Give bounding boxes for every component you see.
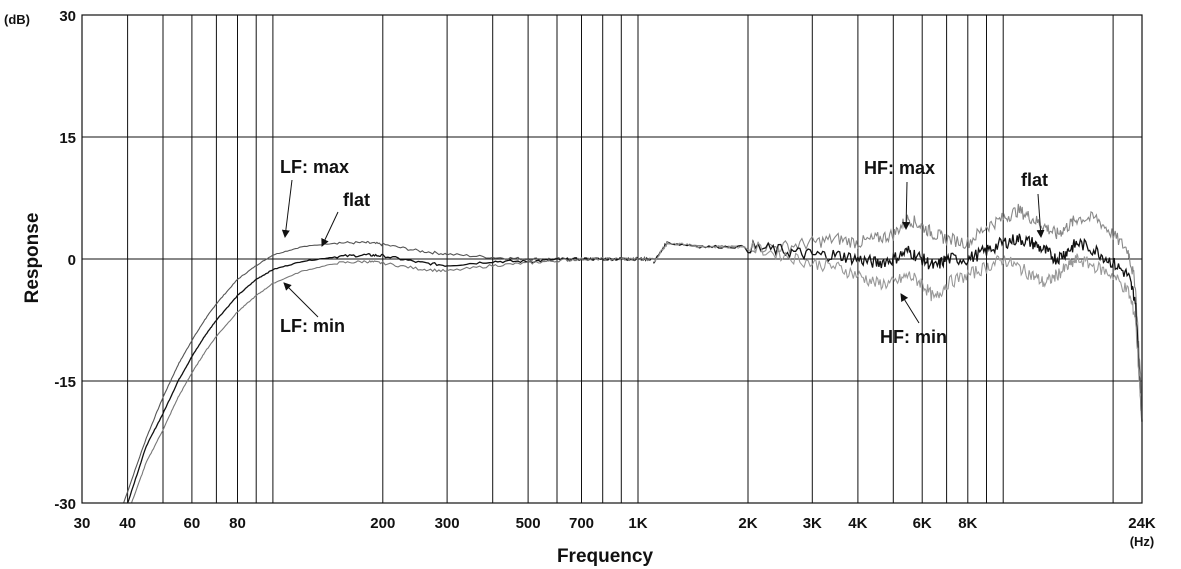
y-tick-labels: 30 15 0 -15 -30 — [54, 8, 76, 513]
annotation-label: LF: max — [280, 157, 349, 177]
x-tick-labels: 30 40 60 80 200 300 500 700 1K 2K 3K 4K 6K 8K 24K — [74, 515, 1156, 532]
y-tick-label: -15 — [54, 374, 76, 391]
annotations: LF: max flat LF: min HF: max flat HF: min — [280, 157, 1048, 347]
plot-frame — [81, 14, 1143, 504]
x-tick-label: 500 — [516, 515, 541, 532]
annotation-arrow — [281, 179, 293, 238]
series-line — [130, 256, 654, 504]
x-tick-label: 200 — [370, 515, 395, 532]
x-tick-label: 700 — [569, 515, 594, 532]
y-tick-label: -30 — [54, 496, 76, 513]
series-line — [653, 203, 1143, 406]
annotation-label: flat — [1021, 170, 1048, 190]
x-tick-label: 300 — [435, 515, 460, 532]
annotation-label: HF: min — [880, 327, 947, 347]
annotation-arrow — [1036, 193, 1045, 238]
annotation-arrow — [321, 211, 339, 247]
x-tick-label: 60 — [184, 515, 201, 532]
x-axis-title: Frequency — [557, 546, 654, 567]
series-line — [126, 253, 654, 504]
annotation-arrow — [902, 181, 911, 230]
series-lines — [123, 203, 1143, 504]
y-unit-label: (dB) — [4, 12, 30, 27]
series-line — [653, 241, 1143, 422]
y-axis-title: Response — [22, 213, 43, 304]
x-tick-label: 30 — [74, 515, 91, 532]
series-line — [123, 240, 654, 504]
x-unit-label: (Hz) — [1130, 534, 1155, 549]
series-line — [653, 233, 1143, 422]
x-tick-label: 2K — [738, 515, 757, 532]
x-tick-label: 80 — [229, 515, 246, 532]
x-tick-label: 4K — [848, 515, 867, 532]
annotation-arrow — [283, 282, 319, 318]
x-tick-label: 8K — [958, 515, 977, 532]
x-tick-label: 40 — [119, 515, 136, 532]
x-tick-label: 24K — [1128, 515, 1156, 532]
y-tick-label: 15 — [59, 130, 76, 147]
x-tick-label: 6K — [913, 515, 932, 532]
x-tick-label: 1K — [628, 515, 647, 532]
annotation-label: HF: max — [864, 158, 935, 178]
annotation-label: flat — [343, 190, 370, 210]
y-tick-label: 30 — [59, 8, 76, 25]
annotation-label: LF: min — [280, 316, 345, 336]
annotation-arrow — [900, 293, 920, 324]
y-tick-label: 0 — [68, 252, 76, 269]
x-tick-label: 3K — [803, 515, 822, 532]
